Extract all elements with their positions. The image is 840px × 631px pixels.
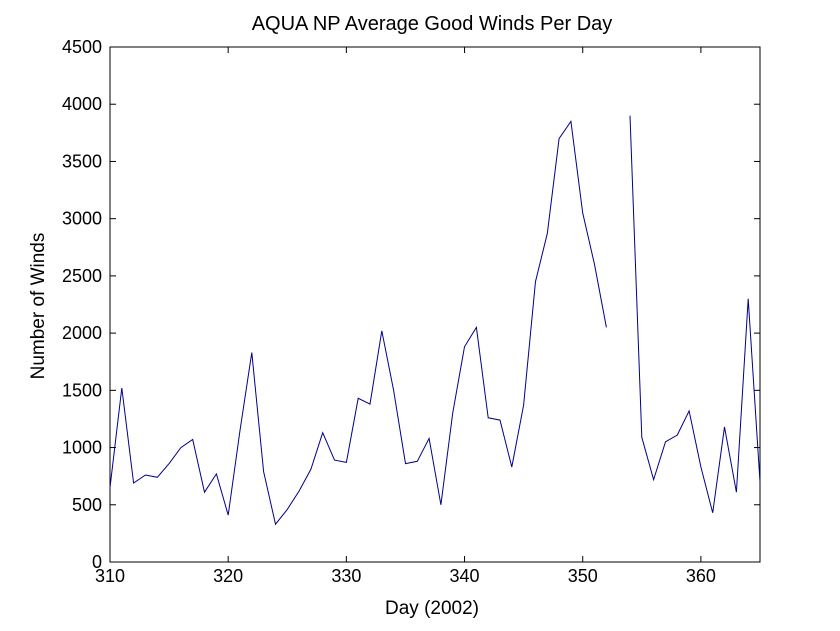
chart-title: AQUA NP Average Good Winds Per Day xyxy=(252,13,613,35)
y-tick-label: 4000 xyxy=(62,94,102,114)
series-layer xyxy=(109,115,761,526)
x-tick-label: 310 xyxy=(95,566,125,586)
plot-area xyxy=(109,46,761,563)
x-tick-label: 330 xyxy=(331,566,361,586)
y-tick-label: 3000 xyxy=(62,209,102,229)
x-tick-label: 320 xyxy=(213,566,243,586)
y-tick-label: 2000 xyxy=(62,323,102,343)
x-axis-label: Day (2002) xyxy=(385,598,479,619)
series-line xyxy=(109,120,607,526)
y-axis: 0 500 1000 1500 2000 2500 3000 3500 4000 4500 xyxy=(62,37,760,572)
y-tick-label: 1000 xyxy=(62,438,102,458)
y-tick-label: 4500 xyxy=(62,37,102,57)
y-axis-label: Number of Winds xyxy=(28,233,49,380)
y-tick-label: 0 xyxy=(92,552,102,572)
x-axis: 310 320 330 340 350 360 xyxy=(95,47,716,586)
x-tick-label: 340 xyxy=(450,566,480,586)
plot-border xyxy=(109,46,761,563)
y-tick-label: 1500 xyxy=(62,380,102,400)
y-tick-label: 2500 xyxy=(62,266,102,286)
y-tick-label: 3500 xyxy=(62,151,102,171)
x-tick-label: 350 xyxy=(568,566,598,586)
x-tick-label: 360 xyxy=(686,566,716,586)
y-tick-label: 500 xyxy=(72,495,102,515)
series-line xyxy=(629,115,761,513)
